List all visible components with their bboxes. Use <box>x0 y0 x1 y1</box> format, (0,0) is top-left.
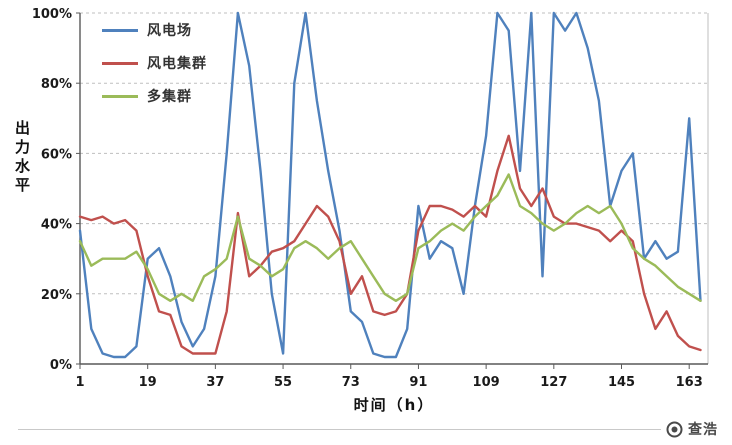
x-tick-label: 19 <box>139 375 157 390</box>
x-tick-label: 109 <box>473 375 500 390</box>
y-tick-label: 60% <box>41 147 72 162</box>
y-axis-title: 出力水平 <box>13 120 31 196</box>
legend-label: 多集群 <box>147 89 192 105</box>
x-tick-label: 55 <box>274 375 292 390</box>
legend-swatch <box>102 28 138 32</box>
y-tick-label: 100% <box>32 7 72 22</box>
x-tick-label: 73 <box>342 375 360 390</box>
y-tick-label: 0% <box>50 358 72 373</box>
watermark-text: 查浩 <box>688 422 718 438</box>
series-line-0 <box>78 11 702 359</box>
watermark-divider <box>18 428 661 430</box>
camera-logo-icon <box>666 421 683 437</box>
legend-swatch <box>102 94 138 98</box>
series-line-1 <box>78 134 702 355</box>
y-tick-label: 40% <box>41 218 72 233</box>
x-tick-label: 91 <box>409 375 427 390</box>
x-tick-label: 1 <box>75 375 84 390</box>
x-tick-label: 37 <box>206 375 224 390</box>
legend-label: 风电场 <box>147 23 192 39</box>
watermark: 查浩 <box>18 419 718 439</box>
x-tick-label: 127 <box>540 375 567 390</box>
legend-item: 多集群 <box>102 86 207 106</box>
legend: 风电场风电集群多集群 <box>102 20 207 106</box>
x-tick-label: 145 <box>608 375 635 390</box>
legend-label: 风电集群 <box>147 56 207 72</box>
y-tick-label: 80% <box>41 77 72 92</box>
legend-item: 风电集群 <box>102 53 207 73</box>
x-axis-title: 时间（h） <box>353 396 435 414</box>
x-tick-label: 163 <box>676 375 703 390</box>
legend-swatch <box>102 61 138 65</box>
y-tick-label: 20% <box>41 288 72 303</box>
legend-item: 风电场 <box>102 20 207 40</box>
series-line-2 <box>78 173 702 302</box>
